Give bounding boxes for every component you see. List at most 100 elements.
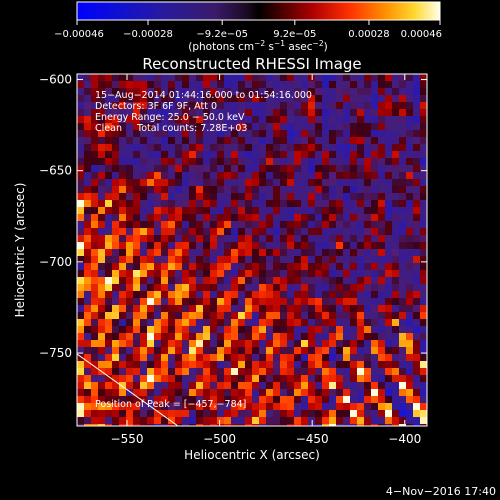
heatmap-cell	[308, 158, 316, 166]
heatmap-cell	[175, 270, 183, 278]
heatmap-cell	[217, 242, 225, 250]
heatmap-cell	[112, 144, 120, 152]
heatmap-cell	[203, 389, 211, 397]
heatmap-cell	[343, 193, 351, 201]
heatmap-cell	[399, 347, 407, 355]
heatmap-cell	[105, 165, 113, 173]
heatmap-cell	[98, 102, 106, 110]
heatmap-cell	[378, 165, 386, 173]
heatmap-cell	[161, 340, 169, 348]
heatmap-cell	[140, 151, 148, 159]
heatmap-cell	[392, 312, 400, 320]
heatmap-cell	[308, 270, 316, 278]
heatmap-cell	[259, 249, 267, 257]
heatmap-cell	[350, 158, 358, 166]
heatmap-cell	[182, 214, 190, 222]
heatmap-cell	[378, 214, 386, 222]
heatmap-cell	[210, 361, 218, 369]
heatmap-cell	[399, 179, 407, 187]
heatmap-cell	[175, 186, 183, 194]
heatmap-cell	[280, 165, 288, 173]
heatmap-cell	[203, 382, 211, 390]
heatmap-cell	[231, 137, 239, 145]
heatmap-cell	[301, 368, 309, 376]
heatmap-cell	[294, 95, 302, 103]
heatmap-cell	[98, 333, 106, 341]
heatmap-cell	[245, 340, 253, 348]
heatmap-cell	[406, 354, 414, 362]
heatmap-cell	[231, 270, 239, 278]
heatmap-cell	[294, 228, 302, 236]
heatmap-cell	[231, 158, 239, 166]
heatmap-cell	[399, 165, 407, 173]
heatmap-cell	[196, 263, 204, 271]
heatmap-cell	[273, 298, 281, 306]
heatmap-cell	[364, 396, 372, 404]
heatmap-cell	[301, 291, 309, 299]
heatmap-cell	[392, 81, 400, 89]
heatmap-cell	[252, 382, 260, 390]
heatmap-cell	[91, 298, 99, 306]
heatmap-cell	[308, 319, 316, 327]
heatmap-cell	[224, 207, 232, 215]
heatmap-cell	[357, 221, 365, 229]
heatmap-cell	[350, 123, 358, 131]
heatmap-cell	[364, 228, 372, 236]
heatmap-cell	[91, 88, 99, 96]
heatmap-cell	[126, 200, 134, 208]
heatmap-cell	[196, 130, 204, 138]
heatmap-cell	[287, 340, 295, 348]
heatmap-cell	[357, 389, 365, 397]
heatmap-cell	[322, 123, 330, 131]
heatmap-cell	[413, 284, 421, 292]
heatmap-cell	[140, 263, 148, 271]
heatmap-cell	[203, 228, 211, 236]
heatmap-cell	[273, 340, 281, 348]
heatmap-cell	[112, 123, 120, 131]
heatmap-cell	[273, 410, 281, 418]
heatmap-cell	[308, 298, 316, 306]
heatmap-cell	[259, 137, 267, 145]
heatmap-cell	[161, 263, 169, 271]
heatmap-cell	[147, 333, 155, 341]
heatmap-cell	[182, 102, 190, 110]
heatmap-cell	[252, 228, 260, 236]
heatmap-cell	[308, 144, 316, 152]
heatmap-cell	[336, 214, 344, 222]
heatmap-cell	[259, 354, 267, 362]
heatmap-cell	[392, 207, 400, 215]
heatmap-cell	[154, 256, 162, 264]
heatmap-cell	[231, 340, 239, 348]
heatmap-cell	[287, 410, 295, 418]
heatmap-cell	[245, 200, 253, 208]
heatmap-cell	[294, 298, 302, 306]
heatmap-cell	[413, 207, 421, 215]
heatmap-cell	[294, 214, 302, 222]
heatmap-cell	[217, 368, 225, 376]
heatmap-cell	[280, 403, 288, 411]
heatmap-cell	[392, 291, 400, 299]
heatmap-cell	[189, 319, 197, 327]
heatmap-cell	[196, 361, 204, 369]
heatmap-cell	[112, 137, 120, 145]
heatmap-cell	[399, 109, 407, 117]
heatmap-cell	[210, 382, 218, 390]
heatmap-cell	[413, 172, 421, 180]
heatmap-cell	[147, 235, 155, 243]
heatmap-cell	[133, 200, 141, 208]
heatmap-cell	[154, 165, 162, 173]
heatmap-cell	[217, 375, 225, 383]
heatmap-cell	[399, 340, 407, 348]
heatmap-cell	[231, 95, 239, 103]
heatmap-cell	[315, 410, 323, 418]
heatmap-cell	[112, 403, 120, 411]
heatmap-cell	[91, 340, 99, 348]
heatmap-cell	[357, 214, 365, 222]
heatmap-cell	[238, 130, 246, 138]
heatmap-cell	[287, 102, 295, 110]
heatmap-cell	[399, 305, 407, 313]
heatmap-cell	[420, 221, 427, 229]
heatmap-cell	[308, 354, 316, 362]
heatmap-cell	[294, 424, 302, 426]
heatmap-cell	[315, 270, 323, 278]
